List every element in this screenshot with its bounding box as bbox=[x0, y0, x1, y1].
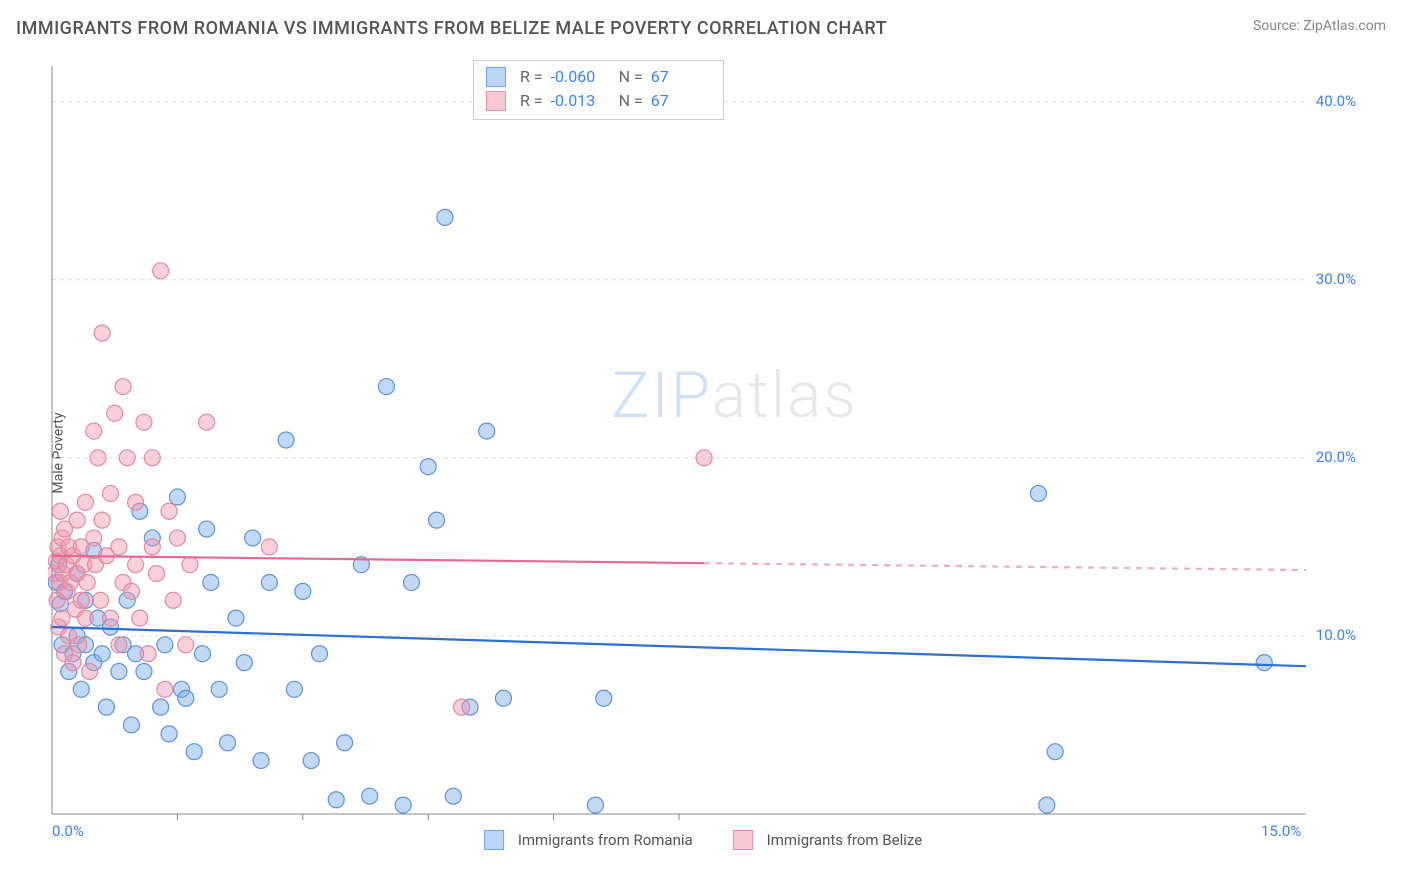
y-tick-label: 10.0% bbox=[1316, 626, 1356, 644]
n-label: N = bbox=[619, 89, 643, 113]
n-label: N = bbox=[619, 65, 643, 89]
swatch-icon bbox=[486, 67, 506, 87]
swatch-icon bbox=[733, 830, 753, 850]
chart-container: Male Poverty ZIPatlas R = -0.060 N = 67 … bbox=[48, 58, 1358, 848]
y-tick-label: 20.0% bbox=[1316, 448, 1356, 466]
scatter-plot bbox=[48, 58, 1358, 848]
swatch-icon bbox=[484, 830, 504, 850]
legend-item: Immigrants from Romania bbox=[484, 830, 693, 850]
stats-row: R = -0.013 N = 67 bbox=[486, 89, 711, 113]
stats-legend-box: R = -0.060 N = 67 R = -0.013 N = 67 bbox=[473, 60, 724, 120]
r-value: -0.013 bbox=[551, 89, 611, 113]
chart-source: Source: ZipAtlas.com bbox=[1253, 18, 1386, 34]
legend-label: Immigrants from Belize bbox=[767, 831, 923, 849]
bottom-legend: Immigrants from Romania Immigrants from … bbox=[48, 830, 1358, 850]
chart-title: IMMIGRANTS FROM ROMANIA VS IMMIGRANTS FR… bbox=[16, 18, 887, 39]
r-label: R = bbox=[520, 89, 543, 113]
r-value: -0.060 bbox=[551, 65, 611, 89]
r-label: R = bbox=[520, 65, 543, 89]
y-tick-label: 40.0% bbox=[1316, 92, 1356, 110]
x-tick-label: 15.0% bbox=[1261, 822, 1301, 840]
x-tick-label: 0.0% bbox=[52, 822, 84, 840]
y-tick-label: 30.0% bbox=[1316, 270, 1356, 288]
legend-label: Immigrants from Romania bbox=[518, 831, 693, 849]
swatch-icon bbox=[486, 91, 506, 111]
n-value: 67 bbox=[651, 89, 711, 113]
n-value: 67 bbox=[651, 65, 711, 89]
legend-item: Immigrants from Belize bbox=[733, 830, 923, 850]
stats-row: R = -0.060 N = 67 bbox=[486, 65, 711, 89]
